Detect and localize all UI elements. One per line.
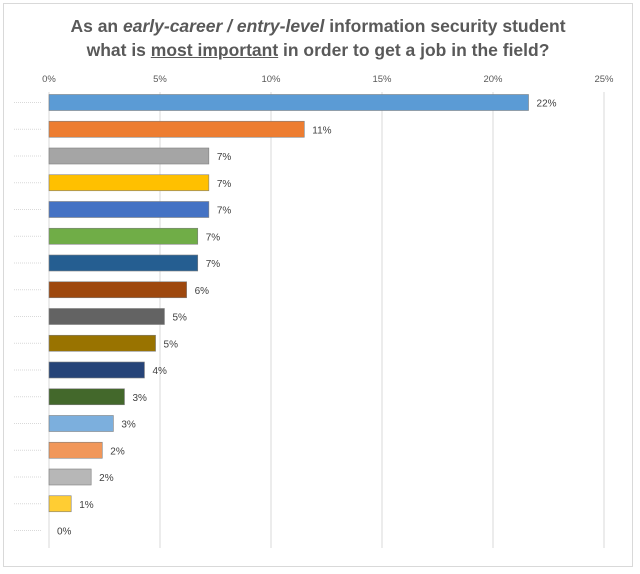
chart-title-part: most important	[150, 40, 279, 60]
chart-title-part: in order to get a job in the field?	[278, 40, 550, 60]
bar	[48, 308, 165, 325]
bar	[48, 388, 125, 406]
data-label: 0%	[57, 527, 72, 538]
bar	[48, 495, 72, 513]
data-label: 7%	[217, 152, 232, 163]
bar	[48, 120, 305, 138]
chart-title-part: early-career / entry-level	[123, 16, 325, 36]
bar	[48, 468, 92, 486]
chart-title-part: what is	[86, 40, 151, 60]
bar	[48, 147, 210, 165]
data-label: 3%	[132, 393, 147, 404]
x-tick-label: 10%	[261, 74, 281, 85]
x-tick-label: 0%	[42, 74, 56, 85]
bar	[48, 201, 210, 218]
data-label: 5%	[164, 339, 179, 350]
bar	[48, 174, 210, 192]
chart-title-part: As an	[70, 16, 123, 36]
bar	[48, 281, 187, 299]
x-tick-label: 20%	[483, 74, 503, 85]
data-label: 7%	[206, 259, 221, 270]
bar	[48, 227, 199, 245]
x-tick-label: 5%	[153, 74, 167, 85]
data-label: 2%	[99, 473, 114, 484]
bar	[48, 415, 114, 432]
data-label: 7%	[206, 232, 221, 243]
chart-title-part: information security student	[324, 16, 566, 36]
bar	[48, 254, 199, 272]
x-tick-label: 15%	[372, 74, 392, 85]
data-label: 4%	[152, 366, 167, 377]
data-label: 1%	[79, 500, 94, 511]
bar	[48, 334, 156, 352]
chart-title: As an early-career / entry-level informa…	[0, 14, 636, 62]
data-label: 7%	[217, 179, 232, 190]
data-label: 7%	[217, 206, 232, 217]
x-tick-label: 25%	[594, 74, 614, 85]
data-label: 5%	[172, 313, 187, 324]
bar	[48, 94, 529, 111]
data-label: 11%	[312, 125, 331, 136]
data-label: 6%	[195, 286, 210, 297]
data-label: 3%	[121, 420, 136, 431]
data-label: 22%	[537, 99, 557, 110]
bar	[48, 441, 103, 459]
bar	[48, 361, 145, 379]
data-label: 2%	[110, 446, 125, 457]
